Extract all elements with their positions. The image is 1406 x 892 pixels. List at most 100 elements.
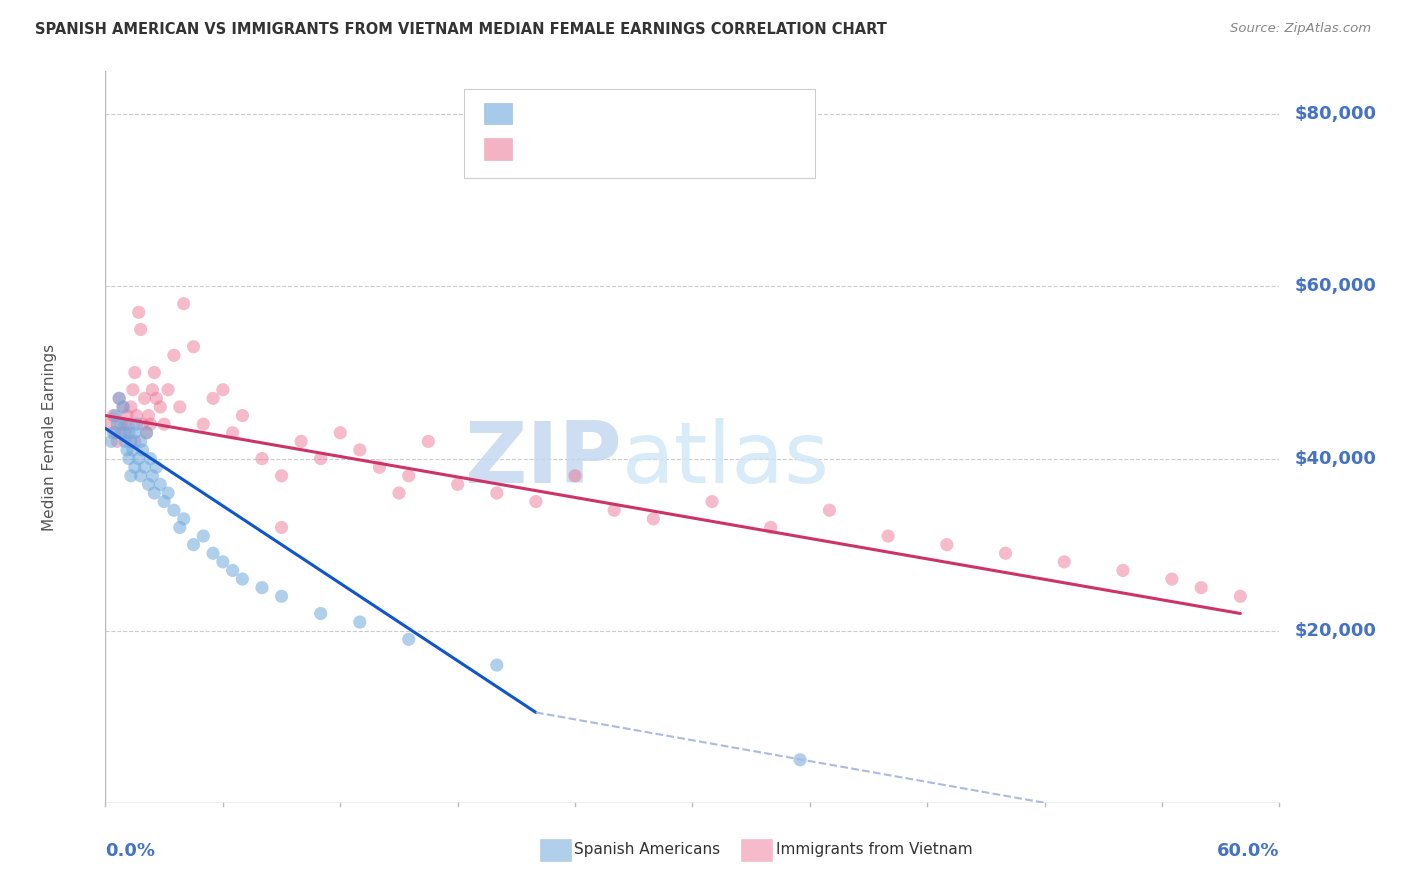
Point xyxy=(1112,564,1135,578)
Point xyxy=(145,460,167,475)
Point xyxy=(157,383,180,397)
Point xyxy=(131,417,153,432)
Point xyxy=(124,434,146,449)
Point xyxy=(250,581,273,595)
Point xyxy=(759,520,782,534)
Point xyxy=(202,392,225,406)
Point xyxy=(143,486,166,500)
Point xyxy=(114,425,136,440)
Point xyxy=(108,392,131,406)
Point xyxy=(134,460,156,475)
Point xyxy=(153,494,176,508)
Text: Median Female Earnings: Median Female Earnings xyxy=(42,343,56,531)
Point xyxy=(135,425,157,440)
Point xyxy=(115,442,138,457)
Point xyxy=(524,494,547,508)
Point xyxy=(163,348,186,362)
Point xyxy=(138,409,160,423)
Point xyxy=(231,409,253,423)
Point xyxy=(110,425,132,440)
Text: atlas: atlas xyxy=(621,417,830,500)
Point xyxy=(994,546,1017,560)
Point xyxy=(173,512,195,526)
Point xyxy=(368,460,391,475)
Point xyxy=(290,434,312,449)
Point xyxy=(149,400,172,414)
Text: $20,000: $20,000 xyxy=(1295,622,1376,640)
Point xyxy=(124,460,146,475)
Text: Spanish Americans: Spanish Americans xyxy=(574,842,720,856)
Point xyxy=(120,434,142,449)
Point xyxy=(221,425,243,440)
Point xyxy=(398,468,420,483)
Point xyxy=(270,468,292,483)
Point xyxy=(446,477,468,491)
Text: $40,000: $40,000 xyxy=(1295,450,1376,467)
Point xyxy=(193,417,215,432)
Point xyxy=(128,305,150,319)
Point xyxy=(138,477,160,491)
Point xyxy=(125,417,148,432)
Point xyxy=(485,486,508,500)
Text: 60.0%: 60.0% xyxy=(1218,841,1279,860)
Point xyxy=(120,400,142,414)
Point xyxy=(877,529,900,543)
Point xyxy=(564,468,586,483)
Point xyxy=(388,486,411,500)
Point xyxy=(1229,589,1251,603)
Point xyxy=(141,383,163,397)
Point xyxy=(643,512,665,526)
Point xyxy=(118,417,141,432)
Point xyxy=(145,392,167,406)
Point xyxy=(250,451,273,466)
Point xyxy=(112,400,135,414)
Point xyxy=(141,468,163,483)
Point xyxy=(105,434,128,449)
Point xyxy=(157,486,180,500)
Text: Immigrants from Vietnam: Immigrants from Vietnam xyxy=(776,842,973,856)
Point xyxy=(108,392,131,406)
Text: Source: ZipAtlas.com: Source: ZipAtlas.com xyxy=(1230,22,1371,36)
Text: R = -0.485: R = -0.485 xyxy=(519,140,616,158)
Point xyxy=(270,520,292,534)
Point xyxy=(149,477,172,491)
Point xyxy=(349,615,371,629)
Text: N = 48: N = 48 xyxy=(689,104,751,122)
Point xyxy=(118,451,141,466)
Point xyxy=(349,442,371,457)
Point xyxy=(143,366,166,380)
Text: R = -0.524: R = -0.524 xyxy=(519,104,616,122)
Point xyxy=(329,425,352,440)
Point xyxy=(309,607,332,621)
Point xyxy=(818,503,841,517)
Point xyxy=(115,409,138,423)
Point xyxy=(221,564,243,578)
Point xyxy=(128,451,150,466)
Point xyxy=(121,383,143,397)
Point xyxy=(231,572,253,586)
Text: N = 65: N = 65 xyxy=(689,140,751,158)
Point xyxy=(485,658,508,673)
Point xyxy=(211,555,233,569)
Point xyxy=(129,322,152,336)
Point xyxy=(169,520,191,534)
Point xyxy=(270,589,292,603)
Point xyxy=(110,417,132,432)
Point xyxy=(125,409,148,423)
Point xyxy=(700,494,723,508)
Point xyxy=(112,400,135,414)
Point xyxy=(129,434,152,449)
Text: $60,000: $60,000 xyxy=(1295,277,1376,295)
Point xyxy=(100,434,122,449)
Point xyxy=(935,538,957,552)
Point xyxy=(135,425,157,440)
Point xyxy=(1189,581,1212,595)
Point xyxy=(139,451,162,466)
Point xyxy=(153,417,176,432)
Point xyxy=(118,425,141,440)
Point xyxy=(309,451,332,466)
Text: 0.0%: 0.0% xyxy=(105,841,156,860)
Point xyxy=(139,417,162,432)
Text: $80,000: $80,000 xyxy=(1295,105,1376,123)
Text: ZIP: ZIP xyxy=(464,417,621,500)
